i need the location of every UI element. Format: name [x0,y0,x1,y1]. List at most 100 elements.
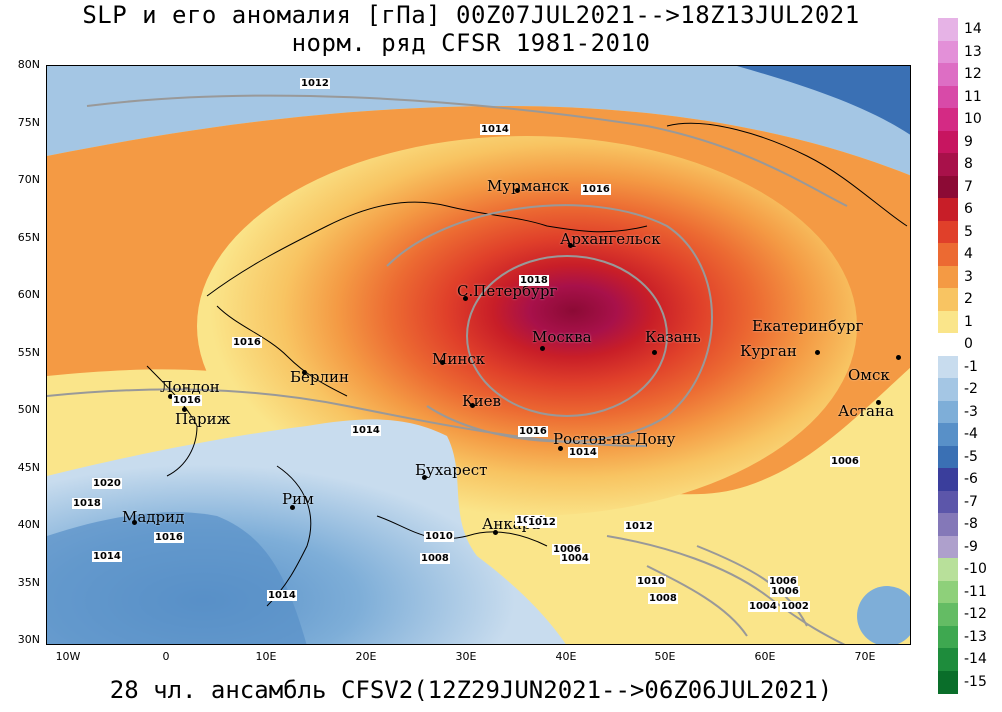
city-label: Мурманск [487,177,570,195]
city-marker [290,505,295,510]
lat-tick-label: 60N [17,288,40,301]
isobar-value: 1018 [72,498,102,509]
city-marker [422,475,427,480]
colorbar-cell [938,558,958,581]
map-title-line2: норм. ряд CFSR 1981-2010 [291,29,651,57]
colorbar-cell [938,468,958,491]
isobar-value: 1016 [172,395,202,406]
isobar-value: 1014 [351,425,381,436]
colorbar-cell [938,63,958,86]
colorbar-label: 6 [964,201,973,217]
city-label: Минск [432,350,486,368]
colorbar-cell [938,108,958,131]
colorbar-cell [938,648,958,671]
colorbar-cell [938,40,958,64]
lat-tick-label: 80N [17,58,40,71]
colorbar-label: -3 [964,403,978,420]
isobar-value: 1006 [552,544,582,555]
isobar-value: 1016 [232,337,262,348]
colorbar-cell [938,490,958,514]
colorbar-cell [938,445,958,469]
colorbar-label: 1 [964,313,973,330]
city-label: Ростов-на-Дону [553,430,676,448]
city-label: Париж [175,410,231,428]
city-marker [132,520,137,525]
colorbar-label: 8 [964,156,973,172]
map-title-line1: SLP и его аномалия [гПа] 00Z07JUL2021-->… [82,1,860,29]
colorbar-cell [938,603,958,626]
isobar-value: 1006 [768,576,798,587]
isobar-value: 1016 [518,426,548,437]
colorbar-label: 13 [964,43,982,60]
city-marker [568,243,573,248]
city-marker [896,355,901,360]
lat-tick-label: 35N [17,575,40,589]
city-marker [168,394,173,399]
colorbar-label: 9 [964,133,973,150]
city-marker [876,400,881,405]
city-label: Мадрид [122,508,185,526]
city-label: С.Петербург [457,282,558,300]
isobar-value: 1014 [480,124,510,135]
colorbar-cell [938,243,958,266]
isobar-value: 1014 [568,447,598,458]
colorbar-label: -5 [964,448,978,465]
city-label: Рим [282,490,314,508]
city-marker [515,188,520,193]
colorbar-cell [938,265,958,289]
colorbar-cell [938,220,958,244]
lon-tick-label: 10W [55,650,81,663]
colorbar-label: -15 [964,673,987,690]
isobar-value: 1016 [154,532,184,543]
lat-tick-label: 65N [17,230,40,244]
colorbar-cell [938,310,958,334]
lat-tick-label: 30N [17,633,40,646]
colorbar-label: -11 [964,583,987,600]
colorbar-label: -4 [964,426,978,442]
lon-tick-label: 20E [355,650,377,663]
city-label: Берлин [290,368,350,386]
colorbar-cell [938,153,958,176]
city-marker [652,350,657,355]
colorbar-cell [938,175,958,199]
lon-tick-label: 40E [555,650,577,663]
city-label: Омск [848,366,890,384]
colorbar-label: -9 [964,538,978,555]
isobar-value: 1008 [420,553,450,564]
colorbar-label: 12 [964,66,982,82]
city-marker [815,350,820,355]
isobar-value: 1006 [830,456,860,467]
lon-tick-label: 0 [162,650,170,663]
colorbar-cell [938,670,958,694]
lat-tick-label: 45N [17,460,40,474]
colorbar-label: -2 [964,381,978,397]
colorbar-cell [938,513,958,536]
isobar-value: 1008 [648,593,678,604]
colorbar-label: -6 [964,471,978,487]
colorbar-label: 11 [964,88,982,105]
colorbar-label: 4 [964,246,973,262]
colorbar-label: 3 [964,268,973,285]
colorbar-label: 10 [964,111,982,127]
isobar-value: 1004 [560,553,590,564]
ensemble-footer: 28 чл. ансамбль CFSV2(12Z29JUN2021-->06Z… [109,676,833,704]
city-marker [302,370,307,375]
city-marker [182,407,187,412]
colorbar-cell [938,288,958,311]
colorbar-label: -8 [964,516,978,532]
lon-tick-label: 70E [854,650,876,663]
lat-tick-label: 75N [17,115,40,129]
isobar-value: 1004 [748,601,778,612]
city-label: Лондон [160,378,220,396]
city-label: Екатеринбург [752,317,864,335]
colorbar-label: 2 [964,291,973,307]
lon-tick-label: 50E [654,650,676,663]
isobar-value: 1010 [424,531,454,542]
lat-tick-label: 50N [17,403,40,416]
colorbar-cell [938,198,958,221]
colorbar-label: 5 [964,223,973,240]
colorbar-cell [938,18,958,41]
isobar-value: 1014 [92,551,122,562]
lat-tick-label: 70N [17,173,40,186]
colorbar-label: -13 [964,628,987,645]
